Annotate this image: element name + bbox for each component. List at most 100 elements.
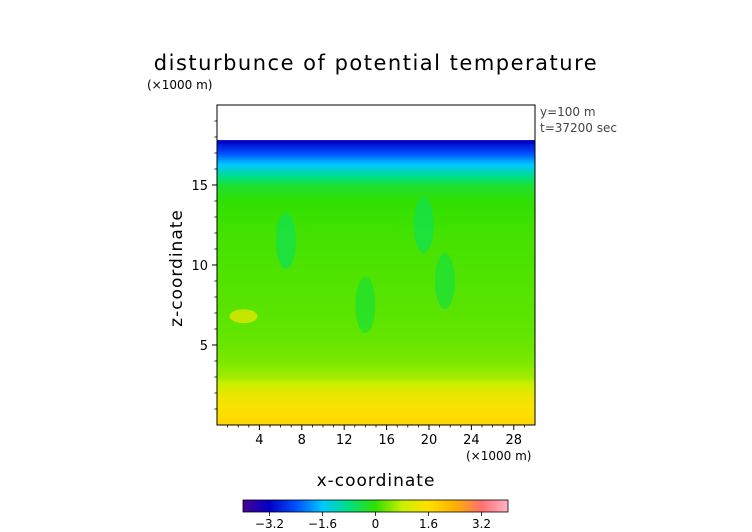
- y-tick-label: 15: [191, 179, 208, 194]
- field-band: [217, 145, 535, 148]
- field-band: [217, 353, 535, 356]
- field-band: [217, 212, 535, 215]
- field-band: [217, 236, 535, 239]
- field-band: [217, 338, 535, 341]
- field-band: [217, 228, 535, 231]
- field-band: [217, 306, 535, 309]
- field-band: [217, 391, 535, 394]
- field-band: [217, 385, 535, 388]
- field-band: [217, 402, 535, 405]
- field-band: [217, 309, 535, 312]
- field-band: [217, 325, 535, 328]
- field-band: [217, 295, 535, 298]
- field-band: [217, 229, 535, 232]
- field-band: [217, 359, 535, 362]
- field-band: [217, 301, 535, 304]
- field-band: [217, 210, 535, 213]
- field-band: [217, 258, 535, 261]
- annotation-y: y=100 m: [540, 105, 596, 119]
- field-band: [217, 396, 535, 399]
- field-band: [217, 423, 535, 425]
- field-band: [217, 140, 535, 141]
- field-band: [217, 188, 535, 191]
- field-band: [217, 287, 535, 290]
- field-band: [217, 322, 535, 325]
- field-band: [217, 148, 535, 151]
- field-band: [217, 317, 535, 320]
- y-tick-label: 10: [191, 259, 208, 274]
- field-band: [217, 383, 535, 386]
- colorbar-tick-label: 3.2: [472, 517, 491, 531]
- field-band: [217, 316, 535, 319]
- field-band: [217, 409, 535, 412]
- field-band: [217, 181, 535, 184]
- field-band: [217, 417, 535, 420]
- field-band: [217, 221, 535, 224]
- x-axis-label: x-coordinate: [317, 471, 436, 491]
- field-band: [217, 290, 535, 293]
- field-band: [217, 282, 535, 285]
- field-band: [217, 241, 535, 244]
- field-band: [217, 393, 535, 396]
- field-band: [217, 421, 535, 424]
- field-band: [217, 314, 535, 317]
- field-band: [217, 279, 535, 282]
- field-band: [217, 199, 535, 202]
- field-band: [217, 377, 535, 380]
- field-band: [217, 247, 535, 250]
- field-band: [217, 281, 535, 284]
- field-feature: [413, 197, 434, 253]
- field-band: [217, 252, 535, 255]
- field-band: [217, 177, 535, 180]
- field-band: [217, 378, 535, 381]
- field-band: [217, 308, 535, 311]
- field-band: [217, 340, 535, 343]
- field-band: [217, 321, 535, 324]
- x-unit-label: (×1000 m): [466, 449, 531, 463]
- field-band: [217, 157, 535, 160]
- field-band: [217, 169, 535, 172]
- colorbar-tick-label: −3.2: [255, 517, 284, 531]
- field-band: [217, 319, 535, 322]
- field-band: [217, 141, 535, 144]
- colorbar-tick-label: 0: [372, 517, 380, 531]
- field-feature: [229, 309, 258, 324]
- field-band: [217, 362, 535, 365]
- y-unit-label: (×1000 m): [147, 78, 212, 92]
- field-band: [217, 345, 535, 348]
- field-band: [217, 361, 535, 364]
- field-band: [217, 242, 535, 245]
- field-band: [217, 372, 535, 375]
- field-band: [217, 410, 535, 413]
- field-band: [217, 172, 535, 175]
- y-axis-ticks: 5 10 15: [191, 120, 217, 410]
- field-band: [217, 178, 535, 181]
- field-band: [217, 367, 535, 370]
- field-band: [217, 151, 535, 154]
- chart-title: disturbunce of potential temperature: [154, 51, 598, 75]
- field-band: [217, 405, 535, 408]
- field-band: [217, 162, 535, 165]
- field-band: [217, 161, 535, 164]
- field-band: [217, 381, 535, 384]
- field-band: [217, 380, 535, 383]
- field-band: [217, 268, 535, 271]
- field-band: [217, 274, 535, 277]
- field-band: [217, 223, 535, 226]
- colorbar-ticks: −3.2 −1.6 0 1.6 3.2: [255, 512, 491, 531]
- colorbar-gradient: [243, 500, 508, 512]
- field-band: [217, 313, 535, 316]
- field-band: [217, 170, 535, 173]
- x-tick-label: 12: [336, 433, 353, 448]
- field-band: [217, 156, 535, 159]
- field-band: [217, 276, 535, 279]
- field-band: [217, 146, 535, 149]
- field-band: [217, 239, 535, 242]
- x-tick-label: 28: [506, 433, 523, 448]
- field-band: [217, 165, 535, 168]
- field-band: [217, 218, 535, 221]
- field-band: [217, 369, 535, 372]
- field-band: [217, 269, 535, 272]
- field-band: [217, 175, 535, 178]
